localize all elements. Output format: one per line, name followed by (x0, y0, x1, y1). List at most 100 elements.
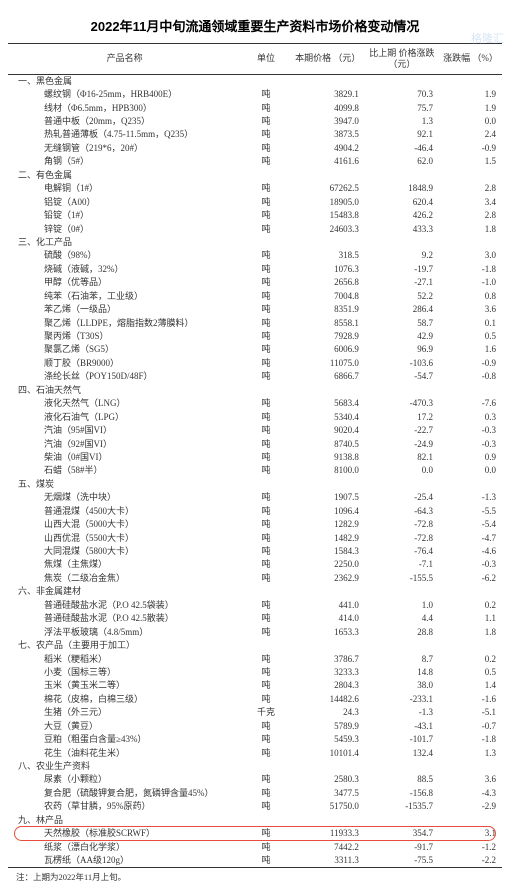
cell-change: 9.2 (365, 249, 439, 262)
cell-unit: 吨 (241, 733, 290, 746)
cell-pct: -0.7 (439, 720, 502, 733)
cell-price: 3233.3 (291, 666, 365, 679)
cell-change: 58.7 (365, 316, 439, 329)
cell-unit: 吨 (241, 128, 290, 141)
cell-name: 玉米（黄玉米二等） (8, 679, 241, 692)
cell-unit: 吨 (241, 357, 290, 370)
cell-name: 聚丙烯（T30S） (8, 330, 241, 343)
cell-change: 14.8 (365, 666, 439, 679)
cell-change: 620.4 (365, 196, 439, 209)
cell-name: 大同混煤（5800大卡） (8, 545, 241, 558)
table-row: 汽油（92#国VI）吨8740.5-24.9-0.3 (8, 437, 502, 450)
cell-change: 92.1 (365, 128, 439, 141)
cell-name: 天然橡胶（标准胶SCRWF） (8, 827, 241, 840)
cell-price: 6006.9 (291, 343, 365, 356)
cell-name: 棉花（皮棉，白棉三级） (8, 693, 241, 706)
cell-name: 纯苯（石油苯，工业级） (8, 290, 241, 303)
cell-price: 3786.7 (291, 652, 365, 665)
cell-change: 17.2 (365, 411, 439, 424)
cell-pct: -2.9 (439, 800, 502, 813)
cell-unit: 吨 (241, 316, 290, 329)
cell-change: -72.8 (365, 531, 439, 544)
cell-price: 4161.6 (291, 155, 365, 168)
cell-pct: -4.6 (439, 545, 502, 558)
cell-name: 聚乙烯（LLDPE，熔脂指数2薄膜料） (8, 316, 241, 329)
cell-price: 5789.9 (291, 720, 365, 733)
cell-unit: 吨 (241, 411, 290, 424)
cell-unit: 吨 (241, 679, 290, 692)
cell-change: 1.0 (365, 599, 439, 612)
cell-pct: 0.5 (439, 666, 502, 679)
table-row: 锌锭（0#）吨24603.3433.31.8 (8, 222, 502, 235)
table-row: 聚丙烯（T30S）吨7928.942.90.5 (8, 330, 502, 343)
cell-price: 1482.9 (291, 531, 365, 544)
cell-unit: 吨 (241, 827, 290, 840)
cell-change: 0.0 (365, 464, 439, 477)
cell-price: 24603.3 (291, 222, 365, 235)
cell-unit: 吨 (241, 330, 290, 343)
cell-change: -64.3 (365, 505, 439, 518)
cell-unit: 吨 (241, 652, 290, 665)
cell-unit: 吨 (241, 424, 290, 437)
cell-price: 9020.4 (291, 424, 365, 437)
table-row: 浮法平板玻璃（4.8/5mm）吨1653.328.81.8 (8, 626, 502, 639)
cell-name: 石蜡（58#半） (8, 464, 241, 477)
cell-price: 18905.0 (291, 196, 365, 209)
cell-price: 11075.0 (291, 357, 365, 370)
table-row: 焦炭（二级冶金焦）吨2362.9-155.5-6.2 (8, 572, 502, 585)
cell-change: 28.8 (365, 626, 439, 639)
cell-name: 汽油（95#国VI） (8, 424, 241, 437)
cell-price: 7928.9 (291, 330, 365, 343)
category-row: 三、化工产品 (8, 236, 502, 249)
cell-name: 螺纹钢（Φ16-25mm，HRB400E） (8, 88, 241, 101)
cell-pct: 2.4 (439, 128, 502, 141)
cell-name: 锌锭（0#） (8, 222, 241, 235)
cell-price: 2362.9 (291, 572, 365, 585)
cell-pct: -5.1 (439, 706, 502, 719)
cell-unit: 吨 (241, 720, 290, 733)
cell-change: -72.8 (365, 518, 439, 531)
cell-name: 涤纶长丝（POY150D/48F） (8, 370, 241, 383)
cell-pct: 0.8 (439, 290, 502, 303)
cell-pct: -0.9 (439, 142, 502, 155)
table-row: 生猪（外三元）千克24.3-1.3-5.1 (8, 706, 502, 719)
table-row: 农药（草甘膦，95%原药）吨51750.0-1535.7-2.9 (8, 800, 502, 813)
cell-change: -156.8 (365, 787, 439, 800)
cell-pct: 0.1 (439, 316, 502, 329)
table-row: 烧碱（液碱，32%）吨1076.3-19.7-1.8 (8, 263, 502, 276)
cell-change: -54.7 (365, 370, 439, 383)
cell-name: 花生（油料花生米） (8, 746, 241, 759)
category-row: 八、农业生产资料 (8, 760, 502, 773)
cell-pct: 0.5 (439, 330, 502, 343)
cell-pct: -0.3 (439, 558, 502, 571)
cell-price: 2804.3 (291, 679, 365, 692)
cell-price: 8558.1 (291, 316, 365, 329)
cell-change: -91.7 (365, 841, 439, 854)
cell-price: 5459.3 (291, 733, 365, 746)
cell-price: 5683.4 (291, 397, 365, 410)
cell-price: 1907.5 (291, 491, 365, 504)
cell-price: 4904.2 (291, 142, 365, 155)
table-row: 稻米（粳稻米）吨3786.78.70.2 (8, 652, 502, 665)
cell-name: 线材（Φ6.5mm，HPB300） (8, 101, 241, 114)
cell-unit: 吨 (241, 115, 290, 128)
cell-change: -7.1 (365, 558, 439, 571)
cell-pct: 1.8 (439, 626, 502, 639)
th-name: 产品名称 (8, 44, 241, 75)
cell-pct: 3.6 (439, 773, 502, 786)
table-row: 柴油（0#国VI）吨9138.882.10.9 (8, 451, 502, 464)
cell-name: 柴油（0#国VI） (8, 451, 241, 464)
cell-name: 苯乙烯（一级品） (8, 303, 241, 316)
cell-change: 1848.9 (365, 182, 439, 195)
table-row: 山西大混（5000大卡）吨1282.9-72.8-5.4 (8, 518, 502, 531)
category-row: 五、煤炭 (8, 478, 502, 491)
cell-pct: 1.8 (439, 222, 502, 235)
cell-pct: -4.3 (439, 787, 502, 800)
cell-price: 1584.3 (291, 545, 365, 558)
cell-pct: 3.1 (439, 827, 502, 840)
th-pct: 涨跌幅 （%） (439, 44, 502, 75)
cell-unit: 吨 (241, 599, 290, 612)
cell-pct: 1.4 (439, 679, 502, 692)
cell-unit: 吨 (241, 155, 290, 168)
cell-name: 热轧普通薄板（4.75-11.5mm，Q235） (8, 128, 241, 141)
